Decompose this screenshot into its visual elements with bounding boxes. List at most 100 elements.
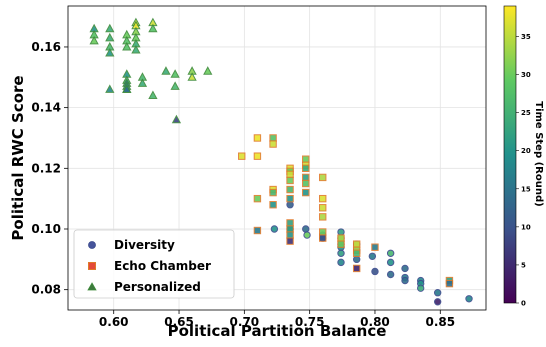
diversity-point <box>386 249 395 257</box>
echo-chamber-point <box>302 164 310 173</box>
echo-chamber-point <box>302 173 310 182</box>
colorbar-tick-label: 35 <box>521 33 531 41</box>
echo-chamber-point <box>253 194 262 203</box>
personalized-point <box>122 84 132 93</box>
x-tick-label: 0.80 <box>360 315 390 329</box>
x-axis-label: Political Partition Balance <box>168 322 387 340</box>
echo-chamber-point <box>319 194 327 203</box>
diversity-point <box>270 225 279 233</box>
echo-chamber-point <box>269 140 277 148</box>
diversity-point <box>386 258 395 267</box>
legend-echo-chamber-label: Echo Chamber <box>114 259 211 273</box>
data-points <box>89 17 473 306</box>
echo-chamber-point <box>238 152 246 160</box>
x-tick-label: 0.75 <box>295 315 325 329</box>
echo-chamber-point <box>286 185 294 194</box>
echo-chamber-point <box>337 234 345 242</box>
y-tick-label: 0.10 <box>31 222 61 236</box>
diversity-point <box>368 252 377 260</box>
personalized-point <box>187 72 197 81</box>
echo-chamber-point <box>302 179 310 188</box>
diversity-point <box>433 298 442 306</box>
personalized-point <box>161 66 171 75</box>
echo-chamber-point <box>302 188 310 197</box>
colorbar-tick-label: 15 <box>521 185 531 193</box>
y-axis-label: Political RWC Score <box>9 75 27 240</box>
diversity-point <box>337 249 345 257</box>
personalized-point <box>148 23 158 33</box>
personalized-point <box>203 66 213 75</box>
diversity-point <box>302 225 310 233</box>
diversity-point <box>337 258 345 267</box>
diversity-point <box>416 284 425 292</box>
colorbar-tick-label: 30 <box>521 71 531 79</box>
colorbar-tick-label: 0 <box>521 300 526 308</box>
y-tick-label: 0.12 <box>31 161 61 175</box>
echo-chamber-point <box>286 231 294 239</box>
echo-chamber-point <box>269 188 277 197</box>
echo-chamber-point <box>319 234 327 242</box>
echo-chamber-point <box>319 213 327 221</box>
colorbar-tick-label: 10 <box>521 223 531 231</box>
echo-chamber-point <box>371 243 379 251</box>
legend-personalized-label: Personalized <box>114 280 201 294</box>
legend-diversity-marker <box>88 241 96 249</box>
personalized-point <box>122 41 132 51</box>
personalized-point <box>171 114 182 124</box>
echo-chamber-point <box>286 170 294 179</box>
y-tick-label: 0.14 <box>31 101 61 115</box>
colorbar-label: Time Step (Round) <box>533 101 544 206</box>
echo-chamber-point <box>286 225 294 233</box>
echo-chamber-point <box>445 279 454 288</box>
echo-chamber-point <box>286 219 294 227</box>
personalized-point <box>170 81 180 90</box>
personalized-point <box>131 44 141 54</box>
y-tick-label: 0.08 <box>31 283 61 297</box>
colorbar: 0 5 10 15 20 25 30 35 Time Step (Round) <box>503 5 544 308</box>
colorbar-tick-label: 25 <box>521 109 531 117</box>
echo-chamber-point <box>337 240 345 248</box>
echo-chamber-point <box>319 173 327 182</box>
diversity-point <box>337 228 345 236</box>
echo-chamber-point <box>352 264 361 273</box>
echo-chamber-point <box>269 201 277 209</box>
colorbar-tick-label: 20 <box>521 147 531 155</box>
echo-chamber-point <box>253 226 262 235</box>
diversity-point <box>352 255 361 264</box>
diversity-point <box>386 270 395 279</box>
colorbar-gradient <box>503 5 517 304</box>
personalized-point <box>105 32 115 42</box>
diversity-point <box>401 264 409 273</box>
echo-chamber-point <box>286 176 294 185</box>
plot-frame <box>67 5 487 311</box>
echo-chamber-point <box>319 228 327 236</box>
diversity-point <box>371 267 379 276</box>
diversity-point <box>286 201 294 209</box>
legend-diversity-label: Diversity <box>114 238 175 252</box>
colorbar-ticks: 0 5 10 15 20 25 30 35 <box>516 33 531 308</box>
x-tick-label: 0.65 <box>164 315 194 329</box>
personalized-point <box>105 23 115 33</box>
x-axis-ticks: 0.60 0.65 0.70 0.75 0.80 0.85 <box>99 310 455 329</box>
diversity-point <box>433 289 442 297</box>
x-tick-label: 0.60 <box>99 315 129 329</box>
echo-chamber-point <box>253 152 262 160</box>
personalized-point <box>148 90 158 100</box>
y-tick-label: 0.16 <box>31 40 61 54</box>
diversity-point <box>401 276 409 285</box>
echo-chamber-point <box>269 134 277 142</box>
legend-box <box>73 229 235 299</box>
echo-chamber-point <box>286 194 294 203</box>
legend-personalized-marker <box>87 282 97 291</box>
personalized-point <box>105 47 115 57</box>
personalized-point <box>170 69 180 78</box>
diversity-point <box>465 295 473 303</box>
diversity-point <box>303 231 311 239</box>
personalized-point <box>137 78 148 87</box>
x-tick-label: 0.70 <box>230 315 260 329</box>
legend: Diversity Echo Chamber Personalized <box>73 229 235 299</box>
echo-chamber-point <box>352 240 361 248</box>
echo-chamber-point <box>319 204 327 212</box>
echo-chamber-point <box>286 237 294 245</box>
